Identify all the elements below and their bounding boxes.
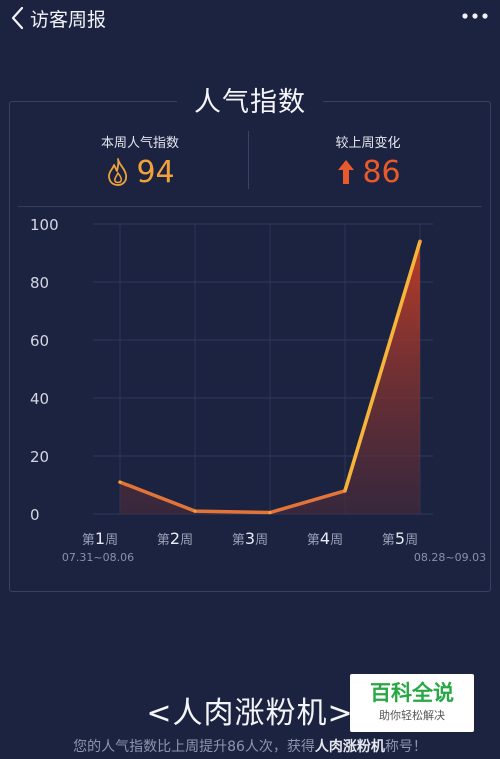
card-title-wrap: 人气指数	[177, 83, 323, 123]
x-tick-suffix: 周	[255, 533, 268, 548]
x-tick-prefix: 第	[157, 533, 170, 548]
change-label: 较上周变化	[335, 136, 401, 151]
y-tick-label: 20	[30, 448, 49, 466]
x-tick-suffix: 周	[405, 533, 418, 548]
x-date-label-last: 08.28~09.03	[414, 551, 486, 564]
this-week-label: 本周人气指数	[100, 136, 179, 151]
chart-top-divider	[18, 206, 482, 207]
x-tick-prefix: 第	[382, 533, 395, 548]
y-tick-label: 40	[30, 390, 49, 408]
x-tick-label: 第4周	[307, 529, 343, 548]
y-tick-label: 0	[30, 506, 40, 524]
x-tick-number: 1	[95, 529, 105, 548]
x-tick-number: 2	[170, 529, 180, 548]
top-bar: 访客周报	[0, 0, 500, 36]
footer-text: 您的人气指数比上周提升86人次，获得人肉涨粉机称号！	[0, 736, 500, 756]
card-title: 人气指数	[194, 87, 306, 118]
chevron-left-icon[interactable]	[6, 5, 32, 31]
watermark-sub: 助你轻松解决	[379, 709, 445, 722]
footer-text-before: 您的人气指数比上周提升86人次，获得	[73, 739, 315, 755]
data-point	[343, 489, 347, 493]
x-tick-number: 3	[245, 529, 255, 548]
x-tick-suffix: 周	[180, 533, 193, 548]
watermark-logo: 百科全说 助你轻松解决	[350, 674, 474, 732]
data-point	[418, 239, 422, 243]
footer-title: <人肉涨粉机>	[146, 696, 354, 731]
x-tick-label: 第3周	[232, 529, 268, 548]
x-tick-suffix: 周	[105, 533, 118, 548]
watermark-main: 百科全说	[370, 681, 454, 705]
x-tick-prefix: 第	[232, 533, 245, 548]
stats-divider	[248, 131, 249, 189]
x-tick-number: 4	[320, 529, 330, 548]
footer-text-after: 称号！	[384, 739, 427, 755]
y-tick-label: 80	[30, 274, 49, 292]
footer-text-bold: 人肉涨粉机	[314, 739, 385, 755]
x-date-label-first: 07.31~08.06	[62, 551, 134, 564]
x-tick-prefix: 第	[82, 533, 95, 548]
x-tick-label: 第2周	[157, 529, 193, 548]
flame-icon	[108, 158, 128, 186]
change-value: 86	[362, 155, 401, 190]
data-point	[268, 510, 272, 515]
series-line-rise	[343, 239, 422, 493]
series-area	[120, 241, 420, 514]
page-title: 访客周报	[30, 9, 107, 31]
this-week-value: 94	[136, 155, 175, 190]
arrow-up-icon	[338, 160, 355, 184]
data-point	[193, 509, 197, 513]
change-stat: 较上周变化 86	[268, 132, 468, 191]
x-tick-number: 5	[395, 529, 405, 548]
y-tick-label: 60	[30, 332, 49, 350]
y-tick-label: 100	[30, 216, 59, 234]
data-point	[118, 480, 122, 484]
x-tick-label: 第5周	[382, 529, 418, 548]
this-week-stat: 本周人气指数 94	[40, 132, 240, 191]
more-dots-icon[interactable]	[460, 8, 490, 24]
x-tick-suffix: 周	[330, 533, 343, 548]
x-tick-label: 第1周	[82, 529, 118, 548]
x-tick-prefix: 第	[307, 533, 320, 548]
